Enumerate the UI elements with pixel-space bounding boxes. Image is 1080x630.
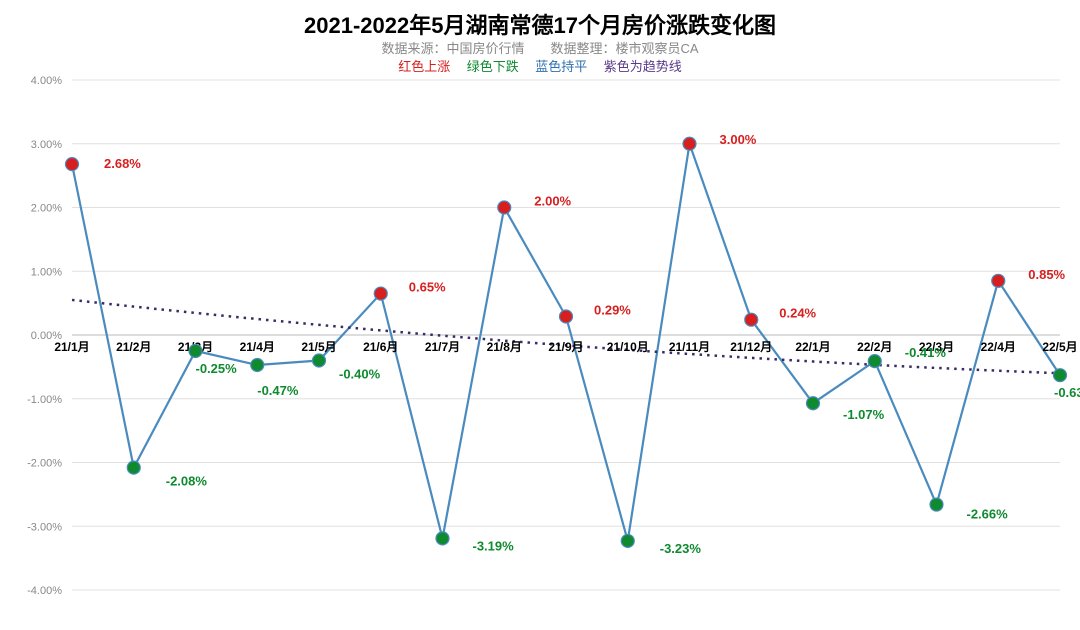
data-label: 0.24% [779,306,816,321]
data-label: -3.19% [473,538,515,553]
data-label: -1.07% [843,407,885,422]
data-point [313,354,326,367]
svg-text:22/1月: 22/1月 [795,340,830,354]
svg-text:21/9月: 21/9月 [548,340,583,354]
svg-text:21/7月: 21/7月 [425,340,460,354]
svg-text:21/8月: 21/8月 [487,340,522,354]
data-point [807,397,820,410]
data-label: 0.29% [594,303,631,318]
svg-text:22/2月: 22/2月 [857,340,892,354]
chart-svg: -4.00%-3.00%-2.00%-1.00%0.00%1.00%2.00%3… [0,0,1080,630]
data-point [992,274,1005,287]
svg-text:21/1月: 21/1月 [54,340,89,354]
svg-text:21/4月: 21/4月 [240,340,275,354]
svg-text:1.00%: 1.00% [31,266,62,278]
data-point [683,137,696,150]
data-label: 0.85% [1028,267,1065,282]
svg-text:21/11月: 21/11月 [669,340,710,354]
svg-text:21/12月: 21/12月 [730,340,772,354]
svg-text:-2.00%: -2.00% [27,458,62,470]
data-label: -0.40% [339,367,381,382]
data-label: 2.00% [534,194,571,209]
svg-text:22/4月: 22/4月 [981,340,1016,354]
data-label: 2.68% [104,156,141,171]
data-label: -2.66% [967,507,1009,522]
data-point [436,532,449,545]
data-label: -2.08% [166,474,208,489]
data-point [374,287,387,300]
svg-text:21/10月: 21/10月 [607,340,649,354]
data-label: -0.47% [257,383,299,398]
data-point [621,534,634,547]
data-label: -3.23% [660,541,702,556]
svg-text:21/2月: 21/2月 [116,340,151,354]
data-label: 0.65% [409,280,446,295]
data-label: 3.00% [720,132,757,147]
svg-text:2.00%: 2.00% [31,203,62,215]
svg-text:22/5月: 22/5月 [1042,340,1077,354]
data-point [66,158,79,171]
svg-text:-4.00%: -4.00% [27,585,62,597]
svg-text:21/6月: 21/6月 [363,340,398,354]
data-point [560,310,573,323]
svg-text:21/5月: 21/5月 [301,340,336,354]
data-point [498,201,511,214]
data-point [1054,369,1067,382]
data-label: -0.63% [1054,385,1080,400]
data-point [868,355,881,368]
chart-container: 2021-2022年5月湖南常德17个月房价涨跌变化图 数据来源：中国房价行情 … [0,0,1080,630]
svg-text:-1.00%: -1.00% [27,394,62,406]
data-label: -0.41% [905,345,947,360]
data-point [251,358,264,371]
data-point [745,313,758,326]
svg-text:-3.00%: -3.00% [27,521,62,533]
data-point [930,498,943,511]
svg-text:4.00%: 4.00% [31,75,62,87]
data-label: -0.25% [196,361,238,376]
data-point [127,461,140,474]
svg-text:3.00%: 3.00% [31,139,62,151]
data-point [189,344,202,357]
